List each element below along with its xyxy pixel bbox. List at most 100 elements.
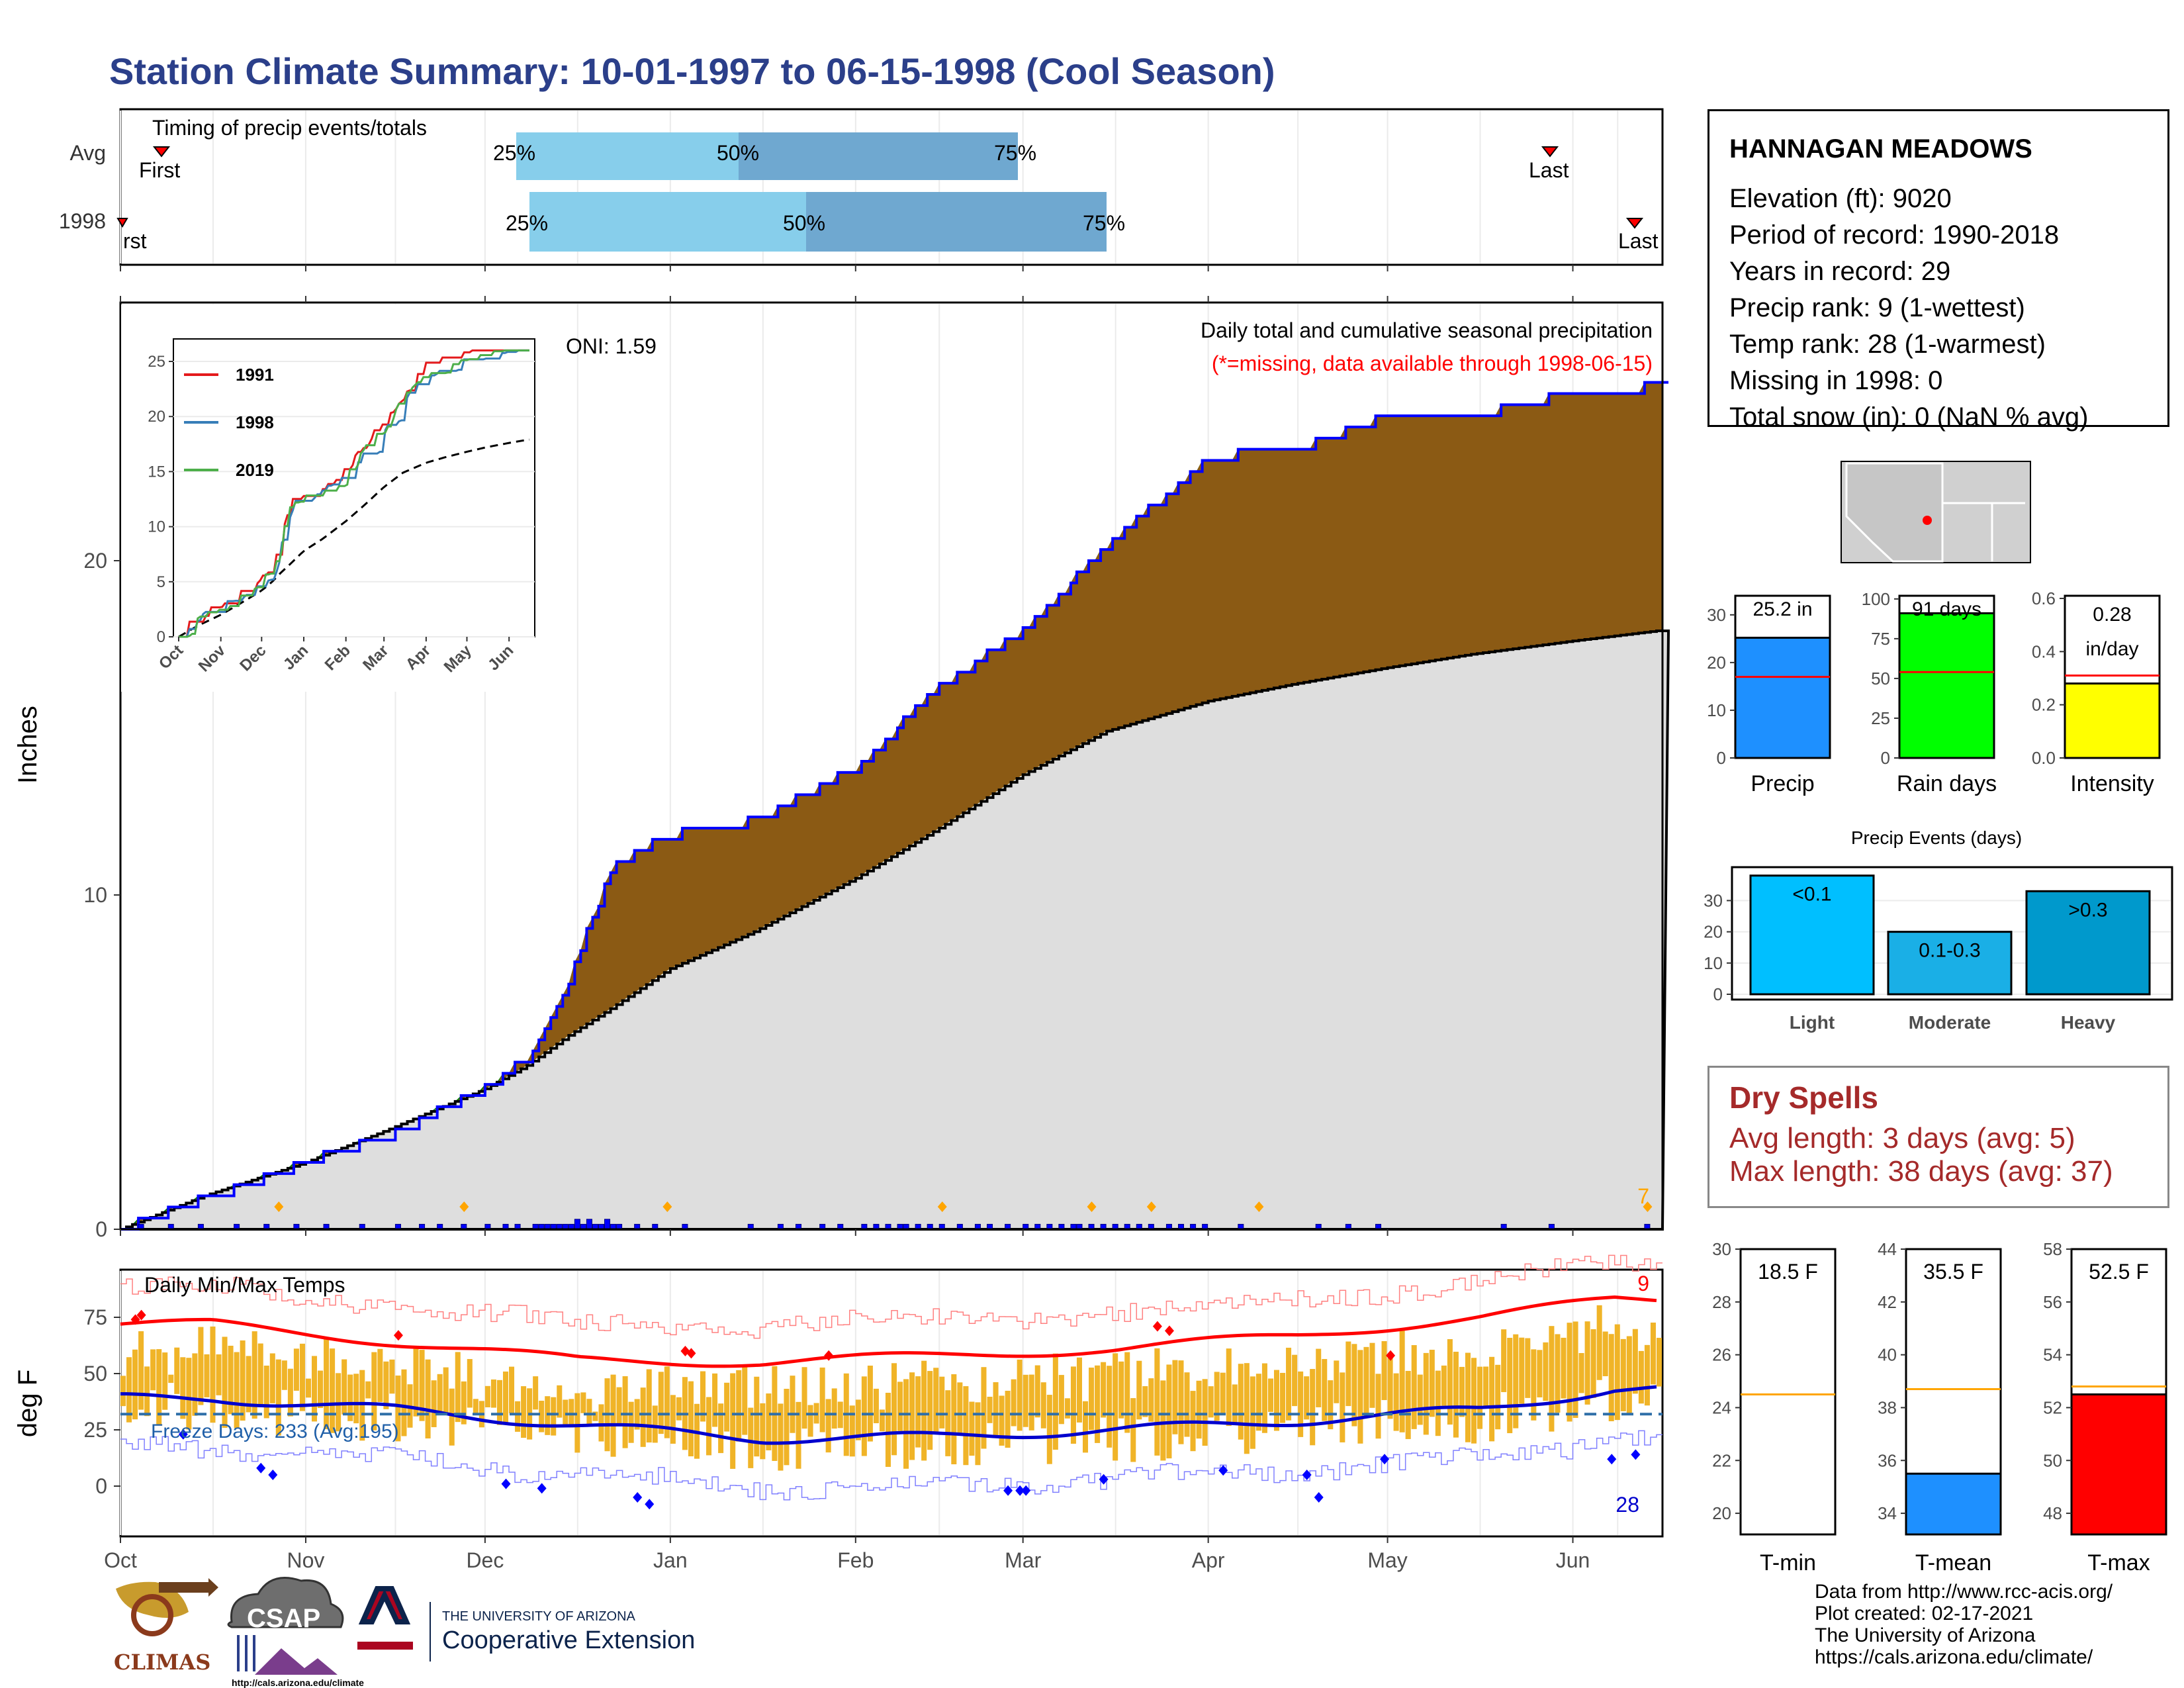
summary-ytick-label: 10	[1707, 700, 1726, 720]
daily-temp-bar	[1202, 1379, 1208, 1446]
timing-row-1998: 1998	[59, 209, 106, 233]
daily-temp-bar	[144, 1366, 150, 1417]
daily-temp-bar	[1232, 1384, 1238, 1425]
daily-temp-bar	[1261, 1363, 1267, 1433]
daily-temp-bar	[1142, 1386, 1148, 1417]
events-bar-Heavy	[2025, 890, 2151, 996]
daily-temp-bar	[287, 1368, 293, 1417]
avg-pct-25: 25%	[493, 141, 535, 165]
1998-last-label: Last	[1618, 229, 1659, 253]
daily-temp-bar	[1507, 1337, 1513, 1434]
record-low-marker	[1218, 1465, 1228, 1476]
daily-temp-bar	[533, 1376, 539, 1410]
daily-temp-bar	[879, 1409, 885, 1432]
precip-deficit-area	[120, 382, 1662, 1229]
daily-temp-bar	[921, 1360, 927, 1461]
daily-temp-bar	[885, 1393, 891, 1467]
precip-ytick-label: 10	[83, 883, 107, 907]
record-low-marker	[178, 1429, 188, 1440]
daily-temp-bar	[831, 1388, 837, 1429]
daily-temp-bar	[1095, 1365, 1101, 1443]
inset-legend-label: 1991	[236, 365, 274, 385]
daily-temp-bar	[1340, 1372, 1345, 1442]
station-snow: Total snow (in): 0 (NaN % avg)	[1729, 402, 2089, 432]
1998-pct-50: 50%	[783, 211, 825, 235]
station-info-box: HANNAGAN MEADOWS Elevation (ft): 9020 Pe…	[1707, 109, 2169, 432]
daily-temp-bar	[1578, 1352, 1584, 1393]
daily-temp-bar	[1399, 1330, 1405, 1432]
station-precip-rank: Precip rank: 9 (1-wettest)	[1729, 293, 2025, 322]
record-marker	[1087, 1201, 1097, 1212]
record-low-marker	[1302, 1470, 1312, 1480]
record-high-marker	[393, 1330, 403, 1341]
daily-temp-bar	[1465, 1352, 1471, 1442]
daily-temp-bar	[1011, 1379, 1017, 1427]
daily-temp-bar	[993, 1382, 999, 1437]
daily-temp-bar	[1369, 1342, 1375, 1408]
daily-temp-bar	[1255, 1374, 1261, 1431]
temp-summary-value: 18.5 F	[1758, 1260, 1818, 1284]
daily-temp-bar	[790, 1376, 796, 1433]
inset-ytick-label: 10	[148, 518, 165, 536]
daily-temp-bar	[1555, 1334, 1561, 1413]
daily-temp-bar	[1620, 1338, 1626, 1411]
daily-temp-bar	[1023, 1374, 1028, 1427]
avg-first-label: First	[139, 158, 180, 182]
daily-temp-bar	[1584, 1321, 1590, 1405]
daily-temp-bar	[1208, 1386, 1214, 1418]
events-ytick-label: 0	[1713, 984, 1723, 1004]
daily-temp-bar	[646, 1369, 652, 1443]
temp-summary-ytick-label: 52	[2043, 1397, 2062, 1417]
daily-temp-bar	[1411, 1345, 1417, 1429]
temp-summary-ytick-label: 56	[2043, 1292, 2062, 1312]
avg-last-label: Last	[1529, 158, 1569, 182]
timing-row-avg: Avg	[69, 141, 106, 165]
daily-temp-bar	[1322, 1359, 1328, 1421]
month-label: Jan	[653, 1548, 688, 1572]
summary-ytick-label: 25	[1871, 708, 1890, 728]
daily-temp-bar	[1334, 1360, 1340, 1403]
cold-count: 28	[1615, 1493, 1639, 1517]
credit-url: https://cals.arizona.edu/climate/	[1815, 1646, 2093, 1668]
freeze-days-label: Freeze Days: 233 (Avg:195)	[151, 1421, 399, 1442]
daily-temp-bar	[1561, 1337, 1567, 1399]
record-min-line	[120, 1430, 1662, 1501]
daily-temp-bar	[557, 1385, 563, 1418]
record-marker	[662, 1201, 672, 1212]
daily-temp-bar	[1644, 1344, 1650, 1406]
inset-ytick-label: 25	[148, 353, 165, 371]
temp-summary-ytick-label: 20	[1712, 1503, 1731, 1523]
daily-temp-bar	[939, 1376, 945, 1429]
daily-temp-bar	[1005, 1390, 1011, 1448]
daily-temp-bar	[1244, 1363, 1250, 1454]
daily-temp-bar	[186, 1358, 192, 1430]
daily-temp-bar	[246, 1356, 251, 1413]
daily-temp-bar	[1214, 1372, 1220, 1421]
record-markers	[274, 1201, 1653, 1212]
daily-temp-bar	[1046, 1395, 1052, 1464]
credits: Data from http://www.rcc-acis.org/ Plot …	[1815, 1581, 2113, 1668]
daily-temp-bar	[1292, 1354, 1298, 1407]
climas-logo: CLIMAS	[114, 1578, 218, 1675]
inset-line-1991	[179, 349, 529, 638]
daily-temp-bar	[1304, 1376, 1310, 1420]
daily-temp-bar	[1590, 1329, 1596, 1398]
daily-temp-bar	[180, 1357, 186, 1419]
daily-temp-bar	[1017, 1359, 1023, 1431]
temp-ytick-label: 50	[83, 1362, 107, 1385]
daily-temp-bar	[521, 1386, 527, 1438]
events-ytick-label: 10	[1704, 953, 1723, 973]
record-marker	[1146, 1201, 1156, 1212]
record-high-marker	[824, 1350, 834, 1361]
record-low-marker	[537, 1483, 547, 1494]
daily-temp-bar	[819, 1367, 825, 1432]
daily-temp-bar	[1471, 1358, 1477, 1444]
daily-temp-bar	[281, 1360, 287, 1390]
daily-temp-bar	[736, 1370, 742, 1442]
record-low-marker	[1380, 1454, 1390, 1465]
daily-temp-bar	[670, 1395, 676, 1444]
inset-ytick-label: 20	[148, 408, 165, 426]
daily-temp-bar	[891, 1363, 897, 1456]
daily-temp-bar	[1453, 1352, 1459, 1438]
daily-temp-bar	[1429, 1350, 1435, 1417]
